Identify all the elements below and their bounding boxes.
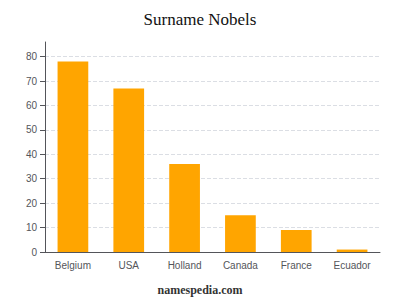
svg-text:Ecuador: Ecuador	[333, 260, 371, 271]
svg-text:0: 0	[31, 247, 37, 258]
svg-text:Canada: Canada	[223, 260, 258, 271]
svg-text:20: 20	[26, 198, 38, 209]
svg-text:40: 40	[26, 149, 38, 160]
svg-text:Surname Nobels: Surname Nobels	[144, 10, 257, 29]
svg-text:50: 50	[26, 124, 38, 135]
svg-text:Belgium: Belgium	[55, 260, 91, 271]
svg-text:60: 60	[26, 100, 38, 111]
svg-text:USA: USA	[118, 260, 139, 271]
svg-text:80: 80	[26, 51, 38, 62]
svg-text:namespedia.com: namespedia.com	[158, 283, 243, 297]
svg-text:30: 30	[26, 173, 38, 184]
svg-text:Holland: Holland	[168, 260, 202, 271]
svg-text:10: 10	[26, 222, 38, 233]
svg-text:France: France	[281, 260, 313, 271]
svg-text:70: 70	[26, 76, 38, 87]
